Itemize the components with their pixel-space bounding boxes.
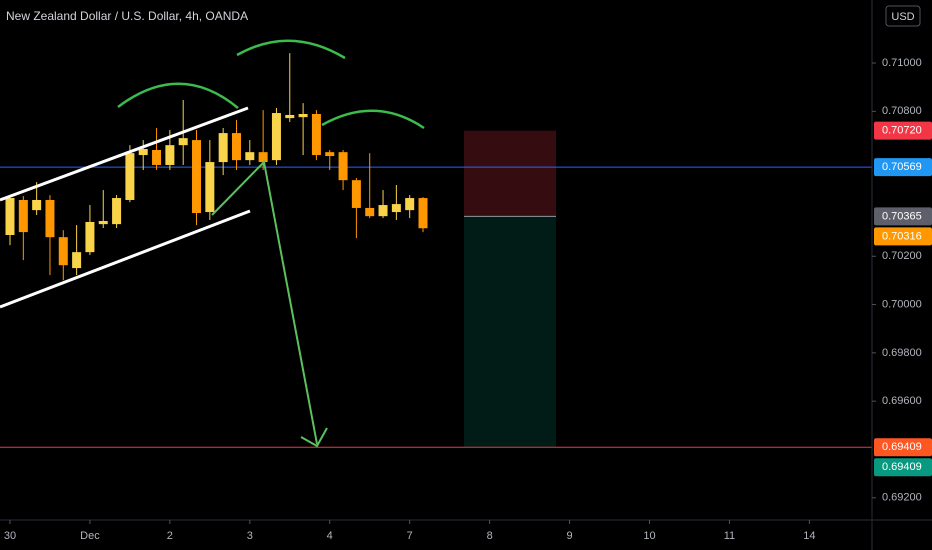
price-label: 0.70720: [882, 125, 922, 137]
price-label-bg: [874, 227, 932, 246]
currency-button[interactable]: [885, 5, 921, 27]
x-tick-label: 30: [4, 530, 16, 542]
x-tick-label: 10: [643, 530, 655, 542]
price-label-bg: [874, 121, 932, 140]
candle-body: [311, 113, 321, 156]
candle-body: [218, 133, 228, 163]
candle-body: [325, 152, 335, 157]
y-tick-label: 0.71000: [882, 57, 922, 69]
drawings: [0, 39, 425, 448]
x-tick-label: 8: [487, 530, 493, 542]
candle-body: [285, 114, 295, 119]
candle-body: [192, 140, 202, 214]
candle-body: [98, 220, 108, 225]
candle-body: [5, 198, 15, 236]
candle-body: [165, 145, 175, 165]
price-label: 0.70316: [882, 230, 922, 242]
price-label-bg: [874, 207, 932, 226]
channel-bottom: [0, 209, 251, 309]
candle-body: [231, 133, 241, 161]
candle-body: [405, 198, 415, 211]
x-tick-label: 14: [803, 530, 815, 542]
candle-body: [245, 152, 255, 161]
y-tick-label: 0.69200: [882, 492, 922, 504]
price-label-bg: [874, 458, 932, 477]
price-label: 0.70569: [882, 161, 922, 173]
y-tick-label: 0.69600: [882, 395, 922, 407]
candle-body: [338, 152, 348, 181]
x-tick-label: 11: [724, 530, 735, 542]
currency[interactable]: USD: [891, 11, 914, 23]
x-tick-label: 2: [167, 530, 173, 542]
candle-body: [125, 153, 135, 200]
candle-body: [85, 221, 95, 253]
candle-body: [152, 149, 162, 165]
y-tick-label: 0.70800: [882, 105, 922, 117]
candle-body: [365, 207, 375, 217]
head: [236, 39, 346, 60]
price-label: 0.69409: [882, 461, 922, 473]
x-tick-label: 7: [407, 530, 413, 542]
x-tick-label: Dec: [80, 530, 100, 542]
x-tick-label: 9: [567, 530, 573, 542]
arrow-head: [300, 427, 328, 448]
left-shoulder: [117, 82, 239, 109]
y-tick-label: 0.70000: [882, 298, 922, 310]
candle-body: [351, 180, 361, 208]
channel-top: [0, 106, 249, 202]
target-zone: [464, 216, 556, 448]
candle-body: [58, 237, 68, 266]
x-tick-label: 3: [247, 530, 253, 542]
candle-body: [72, 252, 82, 269]
candle-body: [298, 113, 308, 118]
candle-body: [45, 199, 55, 238]
y-tick-label: 0.69800: [882, 347, 922, 359]
candle-body: [112, 198, 122, 225]
candle-body: [418, 198, 428, 229]
candle-body: [271, 113, 281, 161]
right-shoulder: [321, 109, 425, 130]
candle-body: [178, 138, 188, 146]
candle-body: [378, 205, 388, 217]
candle-body: [18, 199, 28, 233]
stop-zone: [464, 130, 556, 217]
x-tick-label: 4: [327, 530, 333, 542]
price-label-bg: [874, 438, 932, 457]
price-label-bg: [874, 158, 932, 177]
candle-body: [258, 152, 268, 163]
plot-area: [0, 53, 872, 448]
price-label: 0.69409: [882, 441, 922, 453]
projection-arrow: [211, 159, 318, 445]
candle-body: [205, 162, 215, 213]
price-label: 0.70365: [882, 210, 922, 222]
candle-body: [391, 204, 401, 213]
chart-title: New Zealand Dollar / U.S. Dollar, 4h, OA…: [6, 9, 248, 23]
y-tick-label: 0.70200: [882, 250, 922, 262]
candle-body: [32, 199, 42, 211]
candle-body: [138, 149, 148, 156]
